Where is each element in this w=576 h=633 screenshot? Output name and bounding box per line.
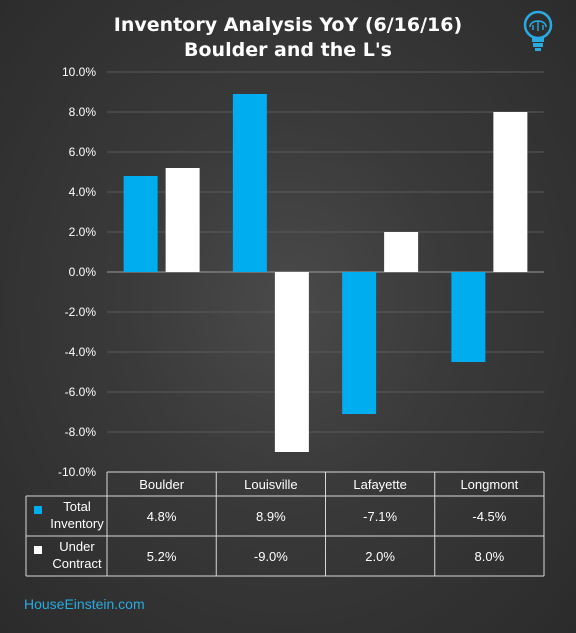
bar xyxy=(493,112,528,272)
data-table: Boulder Louisville Lafayette Longmont Total I… xyxy=(25,471,545,577)
legend-swatch xyxy=(34,506,42,514)
data-label: 8.0% xyxy=(475,549,505,564)
data-label: 2.0% xyxy=(365,549,395,564)
data-label: 4.8% xyxy=(147,509,177,524)
y-tick-label: 10.0% xyxy=(62,65,96,79)
lightbulb-brain-icon xyxy=(523,10,553,51)
bar xyxy=(232,94,267,272)
category-label: Louisville xyxy=(244,477,297,492)
y-tick-label: -2.0% xyxy=(65,305,97,319)
category-label: Boulder xyxy=(139,477,184,492)
chart-title-line-1: Inventory Analysis YoY (6/16/16) xyxy=(114,14,462,36)
category-label: Lafayette xyxy=(353,477,407,492)
bar xyxy=(165,168,200,272)
y-tick-label: 0.0% xyxy=(69,265,97,279)
y-tick-label: -10.0% xyxy=(58,465,96,479)
data-label: -4.5% xyxy=(472,509,506,524)
legend-swatch xyxy=(34,546,42,554)
data-label: 5.2% xyxy=(147,549,177,564)
data-label: -7.1% xyxy=(363,509,397,524)
y-tick-label: 6.0% xyxy=(69,145,97,159)
chart-title: Inventory Analysis YoY (6/16/16) Boulder… xyxy=(114,14,462,61)
chart-title-line-2: Boulder and the L's xyxy=(184,39,392,61)
data-label: 8.9% xyxy=(256,509,286,524)
y-tick-label: -8.0% xyxy=(65,425,97,439)
footer-site-link[interactable]: HouseEinstein.com xyxy=(24,596,145,612)
category-label: Longmont xyxy=(460,477,518,492)
bar xyxy=(384,232,419,272)
y-axis-tick-labels: 10.0% 8.0% 6.0% 4.0% 2.0% 0.0% -2.0% -4.0% -6.0%… xyxy=(58,65,96,479)
bar xyxy=(451,272,486,362)
y-tick-label: -6.0% xyxy=(65,385,97,399)
legend-label: Contract xyxy=(52,556,102,571)
bar xyxy=(123,176,158,272)
bar xyxy=(274,272,309,452)
legend-label: Total xyxy=(63,499,91,514)
legend-label: Inventory xyxy=(50,516,104,531)
data-label: -9.0% xyxy=(254,549,288,564)
y-tick-label: -4.0% xyxy=(65,345,97,359)
y-tick-label: 8.0% xyxy=(69,105,97,119)
legend-label: Under xyxy=(59,539,95,554)
bar xyxy=(342,272,377,414)
y-tick-label: 2.0% xyxy=(69,225,97,239)
bars xyxy=(123,94,528,452)
y-tick-label: 4.0% xyxy=(69,185,97,199)
